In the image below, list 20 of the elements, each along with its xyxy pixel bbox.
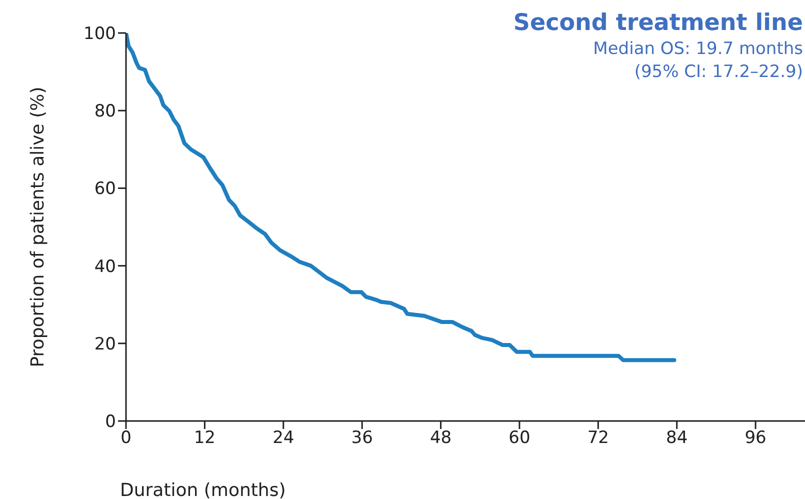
x-tick-label: 48: [430, 428, 452, 448]
y-tick-label: 80: [94, 102, 116, 122]
y-axis-title: Proportion of patients alive (%): [28, 86, 48, 368]
x-tick-label: 72: [587, 428, 609, 448]
x-tick-label: 36: [351, 428, 373, 448]
y-tick-label: 100: [84, 24, 116, 44]
x-axis-title: Duration (months): [120, 480, 286, 499]
x-tick-label: 84: [666, 428, 688, 448]
chart-title: Second treatment line: [513, 10, 803, 36]
y-tick-label: 0: [105, 412, 116, 432]
annotation: (95% CI: 17.2–22.9): [633, 62, 803, 82]
y-tick-label: 60: [94, 179, 116, 200]
annotation: Median OS: 19.7 months: [592, 39, 803, 59]
x-tick-label: 12: [194, 428, 216, 448]
y-tick-label: 20: [94, 334, 116, 354]
x-tick-label: 0: [120, 428, 132, 448]
x-tick-label: 60: [508, 428, 530, 448]
y-tick-label: 40: [94, 256, 116, 277]
x-tick-label: 24: [272, 428, 294, 448]
x-tick-label: 96: [744, 428, 766, 448]
